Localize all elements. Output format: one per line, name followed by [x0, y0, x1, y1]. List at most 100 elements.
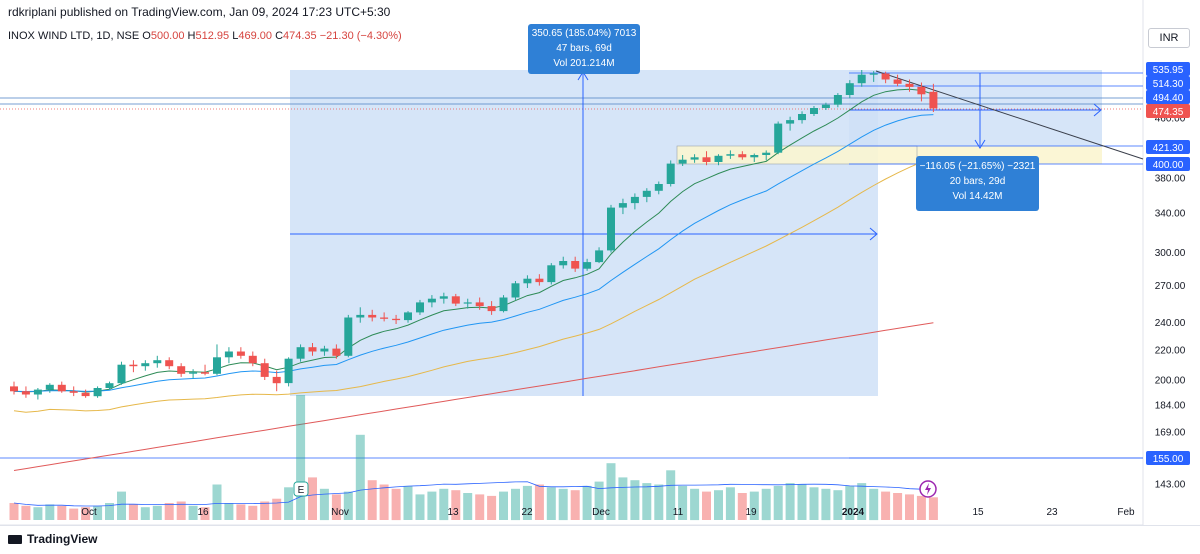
- tradingview-brand[interactable]: TradingView: [8, 532, 97, 546]
- volume-bar: [761, 488, 771, 521]
- candle: [236, 347, 245, 359]
- candle: [547, 263, 556, 285]
- candle-body: [475, 302, 484, 307]
- candle-body: [201, 372, 209, 374]
- candle: [427, 295, 436, 308]
- price-label-badge: 421.30: [1146, 140, 1190, 154]
- ema-slow-line: [13, 157, 934, 413]
- price-label-badge: 474.35: [1146, 104, 1190, 118]
- candle: [416, 299, 424, 315]
- volume-bar: [690, 488, 700, 521]
- candle: [726, 150, 735, 159]
- candle-body: [236, 351, 245, 356]
- candle: [845, 80, 854, 99]
- low-value: 469.00: [238, 30, 272, 42]
- candle-body: [929, 91, 938, 109]
- candle: [153, 355, 162, 368]
- candle-body: [260, 363, 269, 377]
- candle: [929, 83, 938, 112]
- candle: [213, 344, 221, 376]
- low-label: L: [232, 30, 239, 42]
- candle: [81, 389, 90, 398]
- x-tick-label: 22: [521, 507, 533, 518]
- candle: [57, 381, 66, 393]
- price-label-text: 400.00: [1153, 160, 1184, 171]
- candle-body: [690, 157, 699, 160]
- candle-body: [774, 123, 783, 153]
- high-value: 512.95: [195, 30, 230, 42]
- candle: [320, 345, 329, 356]
- candle: [714, 154, 723, 166]
- high-label: H: [187, 30, 196, 42]
- volume-bar: [9, 503, 19, 520]
- candle-body: [380, 317, 389, 319]
- y-tick-label: 460.00: [1155, 114, 1186, 125]
- candle: [475, 297, 484, 310]
- candle: [33, 388, 42, 400]
- candle: [248, 351, 257, 367]
- candle-body: [523, 278, 532, 284]
- candle: [380, 312, 389, 322]
- candle: [905, 79, 914, 92]
- candle-body: [881, 73, 890, 80]
- candle-body: [630, 196, 639, 204]
- price-label-bg: [1146, 140, 1190, 154]
- candle: [439, 292, 448, 304]
- price-label-text: 155.00: [1153, 454, 1184, 465]
- candle-body: [821, 104, 830, 108]
- x-tick-label: 11: [673, 507, 684, 518]
- candle: [523, 275, 532, 288]
- volume-bar: [582, 485, 592, 520]
- candle-body: [463, 302, 472, 304]
- candle: [356, 307, 365, 323]
- x-tick-label: 16: [197, 507, 209, 518]
- candle-body: [618, 203, 627, 208]
- volume-bar: [343, 491, 353, 520]
- measure-up-change: 350.65 (185.04%) 7013: [531, 28, 637, 39]
- volume-bar: [785, 483, 795, 520]
- volume-bar: [905, 494, 914, 520]
- candle: [869, 71, 878, 82]
- candle-body: [702, 157, 711, 162]
- volume-bar: [845, 485, 855, 520]
- candle: [177, 363, 186, 377]
- measure-down-change: −116.05 (−21.65%) −2321: [919, 161, 1036, 172]
- candle-body: [595, 250, 604, 263]
- price-chart[interactable]: E Oct 16 Nov 13 22 Dec 11 19 2024 15 23 Feb 143.00 155…: [0, 0, 1200, 525]
- volume-bar: [367, 480, 377, 520]
- volume-bar: [618, 477, 628, 520]
- candle: [583, 258, 592, 271]
- candle: [893, 74, 902, 87]
- volume-bar: [749, 491, 759, 520]
- price-label-text: 474.35: [1153, 107, 1184, 118]
- volume-bar: [773, 485, 783, 520]
- candle: [511, 281, 520, 300]
- candle-body: [416, 302, 424, 313]
- candle: [272, 370, 281, 392]
- volume-bar: [69, 508, 79, 520]
- volume-bar: [296, 395, 306, 520]
- volume-bar: [403, 485, 413, 520]
- x-tick-label: 15: [972, 507, 984, 518]
- volume-bar: [391, 488, 401, 521]
- volume-bar: [272, 498, 282, 520]
- candle: [702, 151, 711, 166]
- price-label-bg: [1146, 104, 1190, 118]
- candle-body: [905, 83, 914, 87]
- volume-bar: [21, 505, 31, 520]
- currency-button[interactable]: INR: [1148, 28, 1190, 48]
- price-label-bg: [1146, 451, 1190, 465]
- volume-bar: [415, 494, 425, 520]
- candle: [642, 188, 651, 203]
- volume-bar: [81, 507, 91, 520]
- earnings-marker-box: [293, 481, 309, 497]
- price-label-bg: [1146, 62, 1190, 76]
- candle: [750, 153, 759, 162]
- candle: [595, 247, 604, 264]
- candle-body: [392, 318, 401, 321]
- candle: [762, 150, 771, 161]
- footer-bar: TradingView: [0, 525, 1200, 554]
- candle-body: [439, 296, 448, 299]
- price-label-bg: [1146, 90, 1190, 104]
- candle-body: [666, 163, 675, 184]
